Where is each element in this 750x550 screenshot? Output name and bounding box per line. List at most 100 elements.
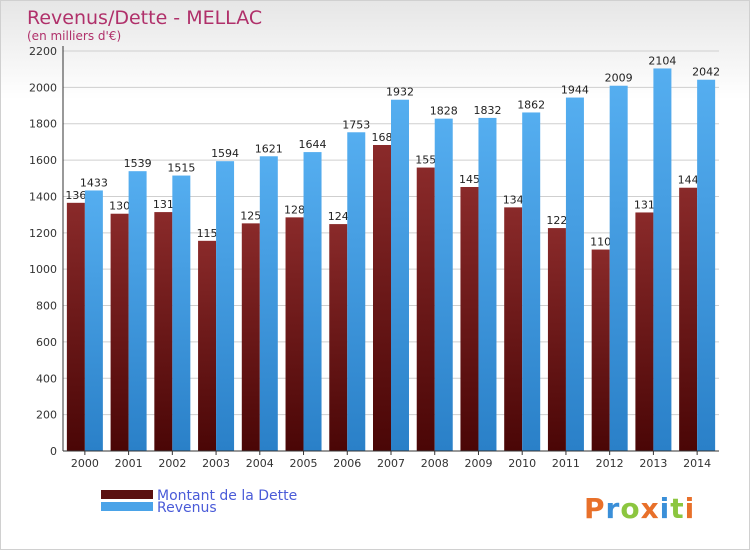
y-tick-label: 1000 bbox=[29, 263, 57, 276]
x-tick-label: 2007 bbox=[377, 457, 405, 470]
data-label: 2104 bbox=[648, 54, 676, 67]
bar-revenus bbox=[478, 117, 497, 451]
bar-dette bbox=[547, 228, 566, 451]
data-label: 128 bbox=[284, 203, 305, 216]
bar-dette bbox=[679, 187, 698, 451]
bar-dette bbox=[110, 213, 129, 451]
y-tick-label: 200 bbox=[36, 409, 57, 422]
bar-dette bbox=[591, 249, 610, 451]
x-tick-label: 2003 bbox=[202, 457, 230, 470]
data-label: 2042 bbox=[692, 66, 720, 79]
data-label: 2009 bbox=[605, 72, 633, 85]
data-label: 168 bbox=[372, 131, 393, 144]
y-tick-label: 1800 bbox=[29, 118, 57, 131]
chart-title: Revenus/Dette - MELLAC bbox=[27, 7, 262, 29]
proxiti-logo: Proxiti bbox=[584, 492, 695, 525]
bar-dette bbox=[198, 240, 217, 451]
data-label: 131 bbox=[153, 198, 174, 211]
data-label: 1862 bbox=[517, 98, 545, 111]
bar-revenus bbox=[216, 161, 235, 451]
data-label: 1539 bbox=[124, 157, 152, 170]
data-label: 125 bbox=[240, 209, 261, 222]
data-label: 1828 bbox=[430, 105, 458, 118]
bar-revenus bbox=[347, 132, 366, 452]
legend-swatch bbox=[101, 490, 153, 499]
x-tick-label: 2004 bbox=[246, 457, 274, 470]
y-tick-label: 400 bbox=[36, 372, 57, 385]
y-tick-label: 800 bbox=[36, 300, 57, 313]
bar-dette bbox=[635, 212, 654, 451]
x-tick-label: 2014 bbox=[683, 457, 711, 470]
y-tick-label: 1200 bbox=[29, 227, 57, 240]
bar-revenus bbox=[609, 85, 628, 452]
bar-revenus bbox=[565, 97, 584, 451]
data-label: 1621 bbox=[255, 142, 283, 155]
bar-revenus bbox=[172, 175, 191, 451]
x-tick-label: 2000 bbox=[71, 457, 99, 470]
logo-text: Proxiti bbox=[584, 492, 695, 525]
data-label: 122 bbox=[546, 214, 567, 227]
bar-dette bbox=[416, 167, 435, 451]
x-tick-label: 2013 bbox=[639, 457, 667, 470]
bar-revenus bbox=[259, 156, 278, 452]
data-label: 1753 bbox=[342, 118, 370, 131]
y-tick-label: 2200 bbox=[29, 45, 57, 58]
bar-revenus bbox=[522, 112, 541, 452]
legend-label: Montant de la Dette bbox=[157, 488, 297, 504]
y-tick-label: 1600 bbox=[29, 154, 57, 167]
x-tick-label: 2010 bbox=[508, 457, 536, 470]
data-label: 1944 bbox=[561, 84, 589, 97]
data-label: 155 bbox=[415, 154, 436, 167]
bar-dette bbox=[373, 145, 391, 451]
x-tick-label: 2006 bbox=[333, 457, 361, 470]
x-tick-label: 2001 bbox=[115, 457, 143, 470]
data-label: 130 bbox=[109, 200, 130, 213]
bar-revenus bbox=[303, 152, 322, 451]
bar-revenus bbox=[128, 171, 147, 451]
data-label: 1594 bbox=[211, 147, 239, 160]
bar-revenus bbox=[653, 68, 672, 452]
x-tick-label: 2005 bbox=[290, 457, 318, 470]
chart-subtitle: (en milliers d'€) bbox=[27, 29, 121, 43]
x-tick-label: 2012 bbox=[596, 457, 624, 470]
y-axis: 0 200 400 600 800 1000 1200 1400 1600 1800 2000 220… bbox=[29, 45, 64, 458]
x-tick-label: 2009 bbox=[464, 457, 492, 470]
bar-dette bbox=[460, 187, 479, 451]
data-label: 134 bbox=[503, 193, 524, 206]
y-tick-label: 2000 bbox=[29, 81, 57, 94]
bar-dette bbox=[504, 207, 523, 451]
bar-dette bbox=[329, 224, 348, 451]
bar-dette bbox=[241, 223, 260, 451]
bar-dette bbox=[154, 212, 173, 451]
bar-revenus bbox=[697, 79, 716, 452]
x-tick-label: 2008 bbox=[421, 457, 449, 470]
data-label: 124 bbox=[328, 210, 349, 223]
data-label: 131 bbox=[634, 198, 655, 211]
data-label: 1644 bbox=[299, 138, 327, 151]
data-label: 136 bbox=[65, 189, 86, 202]
y-tick-label: 0 bbox=[50, 445, 57, 458]
data-label: 115 bbox=[197, 227, 218, 240]
bar-dette bbox=[66, 202, 85, 451]
bar-revenus bbox=[434, 118, 453, 452]
legend-label: Revenus bbox=[157, 500, 217, 516]
y-tick-label: 600 bbox=[36, 336, 57, 349]
x-tick-label: 2011 bbox=[552, 457, 580, 470]
x-axis: 2000 2001 2002 2003 2004 2005 2006 2007 2008 2009… bbox=[63, 450, 719, 470]
bar-dette bbox=[285, 217, 304, 451]
data-label: 145 bbox=[459, 173, 480, 186]
data-label: 144 bbox=[678, 174, 699, 187]
y-tick-label: 1400 bbox=[29, 190, 57, 203]
legend-swatch bbox=[101, 502, 153, 511]
data-label: 1832 bbox=[473, 104, 501, 117]
data-label: 110 bbox=[590, 236, 611, 249]
x-tick-label: 2002 bbox=[158, 457, 186, 470]
data-label: 1515 bbox=[167, 162, 195, 175]
bar-revenus bbox=[391, 99, 409, 452]
data-label: 1932 bbox=[386, 86, 414, 99]
bar-revenus bbox=[84, 190, 103, 452]
